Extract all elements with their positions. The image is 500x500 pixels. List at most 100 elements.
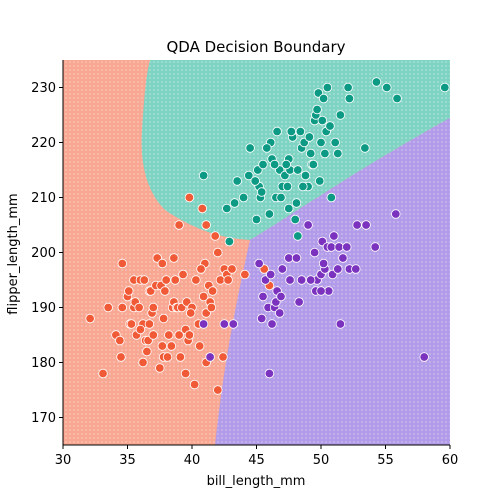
scatter-point [157, 258, 168, 269]
scatter-point [219, 319, 230, 329]
scatter-point [160, 286, 170, 296]
x-tick-label: 40 [184, 453, 201, 468]
scatter-point [360, 143, 370, 153]
scatter-point [184, 330, 195, 340]
scatter-point [257, 187, 267, 197]
scatter-point [198, 291, 209, 302]
scatter-point [142, 346, 152, 357]
scatter-point [196, 264, 206, 274]
scatter-point [272, 126, 282, 137]
scatter-point [245, 143, 255, 153]
scatter-point [139, 275, 150, 285]
scatter-point [306, 275, 316, 285]
scatter-point [164, 330, 174, 340]
scatter-point [342, 242, 352, 252]
scatter-point [284, 203, 294, 214]
scatter-point [144, 319, 155, 329]
scatter-point [201, 220, 211, 230]
scatter-point [250, 176, 260, 186]
scatter-point [210, 231, 220, 241]
scatter-point [296, 275, 307, 285]
scatter-point [370, 242, 380, 252]
scatter-point [440, 82, 450, 93]
y-tick-label: 180 [31, 356, 56, 371]
scatter-point [306, 148, 316, 159]
scatter-point [329, 231, 339, 241]
scatter-point [207, 286, 218, 296]
scatter-point [338, 253, 348, 263]
scatter-point [318, 258, 329, 269]
scatter-point [116, 352, 126, 362]
x-tick-label: 30 [55, 453, 72, 468]
scatter-point [117, 258, 128, 269]
y-tick-label: 170 [31, 411, 56, 426]
scatter-point [223, 275, 233, 285]
scatter-point [333, 148, 343, 159]
scatter-point [232, 176, 242, 186]
scatter-point [254, 258, 264, 269]
scatter-point [213, 247, 223, 258]
scatter-point [335, 110, 346, 120]
scatter-point [300, 170, 311, 181]
scatter-point [325, 121, 335, 131]
scatter-point [175, 352, 186, 362]
scatter-point [218, 352, 228, 362]
scatter-point [229, 198, 240, 208]
meshgrid-texture [63, 60, 450, 445]
scatter-point [134, 302, 144, 313]
scatter-point [157, 341, 168, 351]
scatter-point [309, 247, 320, 258]
scatter-point [178, 269, 188, 280]
scatter-point [213, 385, 223, 395]
scatter-point [138, 357, 148, 368]
scatter-point [285, 275, 295, 285]
scatter-point [392, 93, 402, 104]
scatter-point [294, 297, 304, 307]
scatter-point [308, 159, 319, 170]
x-axis-label: bill_length_mm [207, 474, 306, 489]
scatter-point [115, 335, 125, 346]
scatter-point [174, 330, 184, 340]
scatter-point [222, 203, 232, 214]
scatter-point [295, 126, 306, 137]
scatter-point [170, 275, 180, 285]
scatter-point [371, 77, 382, 87]
scatter-point [238, 192, 249, 203]
scatter-point [258, 291, 268, 302]
scatter-point [320, 148, 330, 159]
scatter-point [251, 214, 262, 225]
y-tick-label: 210 [31, 191, 56, 206]
scatter-point [293, 231, 303, 241]
x-tick-label: 50 [313, 453, 330, 468]
scatter-point [326, 242, 337, 252]
data-points [85, 77, 450, 395]
scatter-point [318, 93, 329, 104]
x-tick-label: 35 [119, 453, 136, 468]
scatter-point [316, 286, 326, 296]
scatter-point [174, 220, 184, 230]
scatter-point [161, 275, 171, 285]
scatter-point [162, 352, 173, 362]
scatter-point [281, 159, 291, 170]
scatter-point [148, 330, 159, 340]
scatter-point [180, 368, 191, 379]
scatter-point [315, 176, 325, 186]
scatter-point [303, 220, 313, 230]
scatter-point [264, 368, 275, 379]
meshgrid-dots [63, 60, 450, 445]
scatter-point [290, 214, 300, 225]
scatter-point [326, 192, 337, 203]
scatter-point [391, 209, 401, 219]
scatter-point [351, 264, 361, 274]
scatter-point [240, 269, 250, 280]
scatter-point [361, 220, 371, 230]
scatter-point [335, 319, 346, 329]
scatter-point [124, 286, 134, 296]
scatter-point [317, 115, 328, 126]
scatter-point [262, 143, 272, 153]
scatter-point [198, 319, 209, 329]
scatter-point [282, 181, 293, 192]
y-axis-label: flipper_length_mm [6, 193, 21, 314]
scatter-point [206, 302, 217, 313]
